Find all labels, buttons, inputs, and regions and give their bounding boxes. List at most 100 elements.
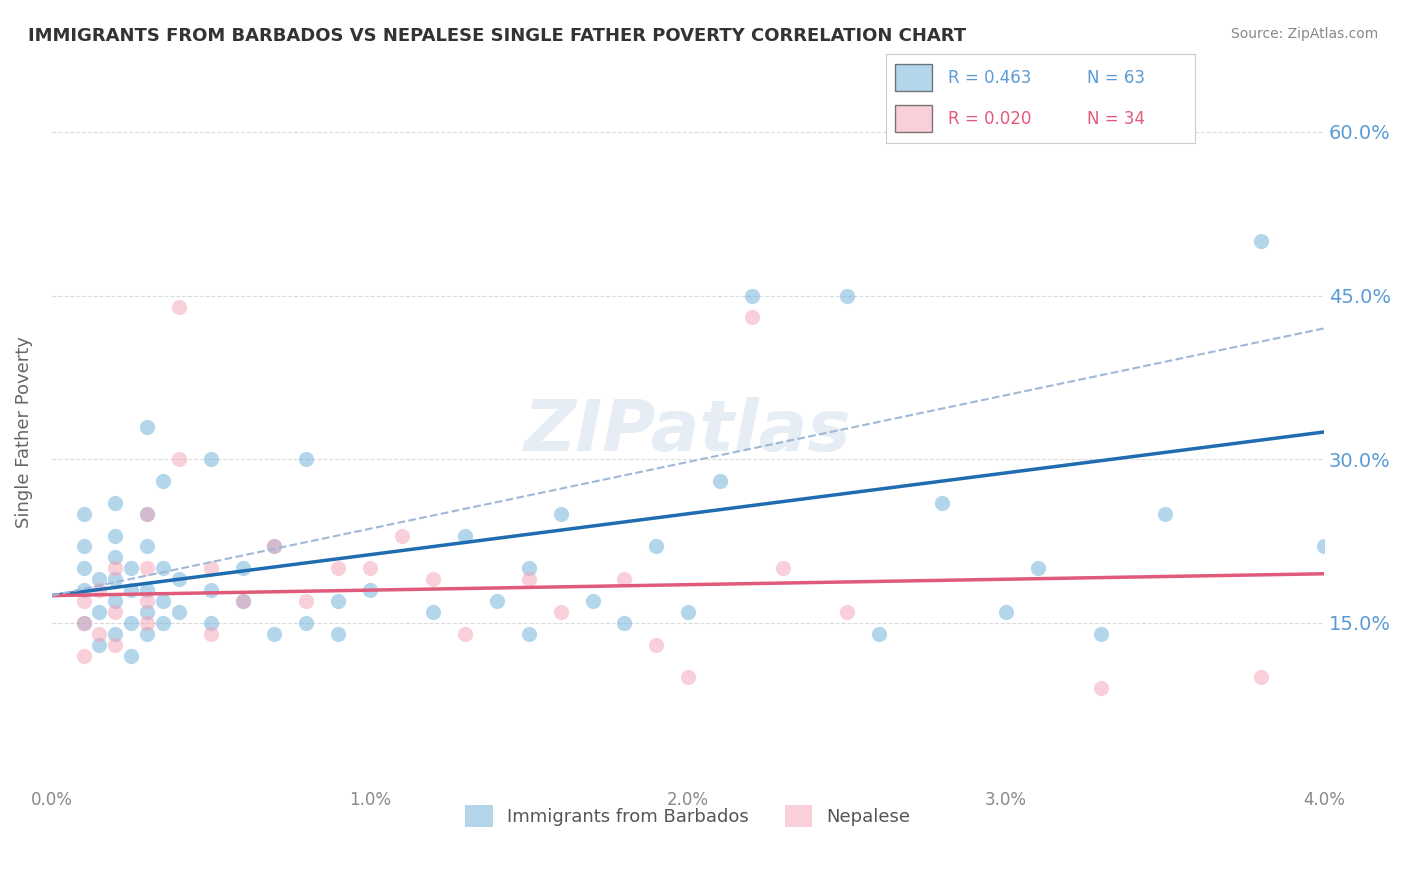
Point <box>152 594 174 608</box>
Point <box>136 583 159 598</box>
Point <box>709 474 731 488</box>
Point <box>995 605 1018 619</box>
Point <box>263 540 285 554</box>
Point <box>89 572 111 586</box>
Point <box>835 288 858 302</box>
Point <box>167 300 190 314</box>
Point <box>104 638 127 652</box>
Point <box>200 561 222 575</box>
Point <box>120 583 142 598</box>
Point <box>104 594 127 608</box>
Point <box>136 561 159 575</box>
Point <box>295 452 318 467</box>
Point <box>72 594 94 608</box>
Point <box>1154 507 1177 521</box>
Point <box>72 583 94 598</box>
Point <box>295 594 318 608</box>
Point <box>550 507 572 521</box>
Point <box>136 419 159 434</box>
Point <box>645 540 668 554</box>
Point <box>72 561 94 575</box>
Legend: Immigrants from Barbados, Nepalese: Immigrants from Barbados, Nepalese <box>458 797 918 834</box>
Point <box>581 594 603 608</box>
Point <box>1090 681 1112 696</box>
Point <box>676 670 699 684</box>
Point <box>517 561 540 575</box>
Point <box>741 288 763 302</box>
Point <box>136 507 159 521</box>
Point <box>104 528 127 542</box>
Point <box>104 496 127 510</box>
Point <box>167 572 190 586</box>
Point <box>645 638 668 652</box>
Point <box>326 626 349 640</box>
Point <box>486 594 509 608</box>
Point <box>72 540 94 554</box>
Point <box>232 594 254 608</box>
FancyBboxPatch shape <box>896 105 932 132</box>
Point <box>676 605 699 619</box>
Point <box>359 561 381 575</box>
Point <box>422 572 444 586</box>
Point <box>120 561 142 575</box>
Point <box>89 583 111 598</box>
Point <box>454 528 477 542</box>
Point <box>1090 626 1112 640</box>
Point <box>263 626 285 640</box>
Point <box>517 626 540 640</box>
Point <box>152 474 174 488</box>
Point <box>835 605 858 619</box>
Point <box>136 605 159 619</box>
Point <box>422 605 444 619</box>
Point <box>167 452 190 467</box>
Point <box>136 507 159 521</box>
Point <box>89 626 111 640</box>
Point <box>72 507 94 521</box>
Text: N = 63: N = 63 <box>1087 69 1144 87</box>
Text: N = 34: N = 34 <box>1087 110 1144 128</box>
Point <box>200 583 222 598</box>
Point <box>120 615 142 630</box>
Point <box>104 605 127 619</box>
Point <box>89 605 111 619</box>
Point <box>232 594 254 608</box>
Point <box>200 452 222 467</box>
Point <box>200 615 222 630</box>
Point <box>326 561 349 575</box>
Text: Source: ZipAtlas.com: Source: ZipAtlas.com <box>1230 27 1378 41</box>
Y-axis label: Single Father Poverty: Single Father Poverty <box>15 336 32 528</box>
Point <box>136 626 159 640</box>
Point <box>868 626 890 640</box>
Point <box>741 310 763 325</box>
Point <box>89 638 111 652</box>
Point <box>136 540 159 554</box>
Text: IMMIGRANTS FROM BARBADOS VS NEPALESE SINGLE FATHER POVERTY CORRELATION CHART: IMMIGRANTS FROM BARBADOS VS NEPALESE SIN… <box>28 27 966 45</box>
Point <box>613 572 636 586</box>
Point <box>1026 561 1049 575</box>
Point <box>931 496 953 510</box>
Point <box>1250 670 1272 684</box>
Point <box>104 550 127 565</box>
Point <box>152 615 174 630</box>
Point <box>391 528 413 542</box>
Point <box>550 605 572 619</box>
Point <box>136 594 159 608</box>
Point <box>104 626 127 640</box>
FancyBboxPatch shape <box>896 64 932 91</box>
Point <box>167 605 190 619</box>
Point <box>232 561 254 575</box>
Point <box>1313 540 1336 554</box>
Point <box>517 572 540 586</box>
Text: ZIPatlas: ZIPatlas <box>524 398 852 467</box>
Point <box>263 540 285 554</box>
Point <box>772 561 794 575</box>
Point <box>136 615 159 630</box>
Text: R = 0.020: R = 0.020 <box>948 110 1031 128</box>
Point <box>72 615 94 630</box>
Point <box>104 561 127 575</box>
Point <box>104 572 127 586</box>
Point <box>200 626 222 640</box>
Point <box>359 583 381 598</box>
Point <box>1250 234 1272 248</box>
Text: R = 0.463: R = 0.463 <box>948 69 1031 87</box>
